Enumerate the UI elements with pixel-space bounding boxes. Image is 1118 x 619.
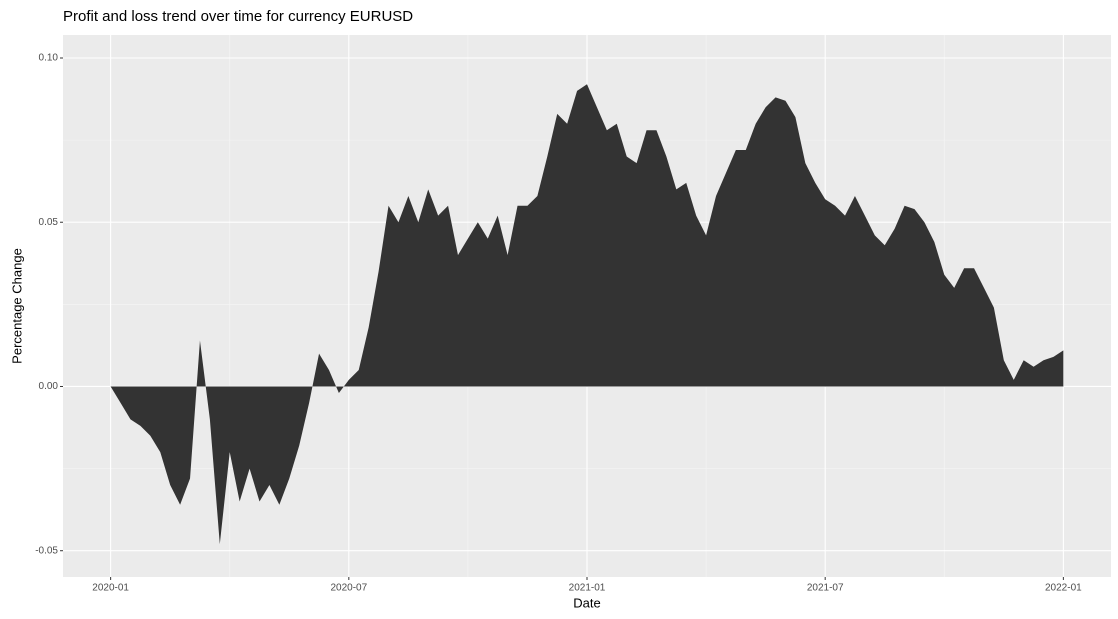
- x-axis-title: Date: [573, 595, 600, 610]
- axes: -0.05 0.00 0.05 0.10 2020-01 2020-07 2021-01 20…: [35, 53, 1082, 594]
- y-tick-label: 0.05: [39, 217, 59, 228]
- x-tick-label: 2020-01: [92, 583, 129, 594]
- marks: [110, 84, 1064, 545]
- y-tick-label: 0.00: [39, 381, 59, 392]
- x-tick-label: 2021-07: [807, 583, 844, 594]
- y-tick-label: 0.10: [39, 53, 59, 64]
- y-tick-label: -0.05: [35, 545, 58, 556]
- x-tick-label: 2022-01: [1045, 583, 1082, 594]
- x-tick-label: 2020-07: [330, 583, 367, 594]
- x-tick-label: 2021-01: [569, 583, 606, 594]
- y-axis-title: Percentage Change: [9, 248, 24, 364]
- chart-title: Profit and loss trend over time for curr…: [63, 8, 413, 25]
- area: [110, 84, 1064, 545]
